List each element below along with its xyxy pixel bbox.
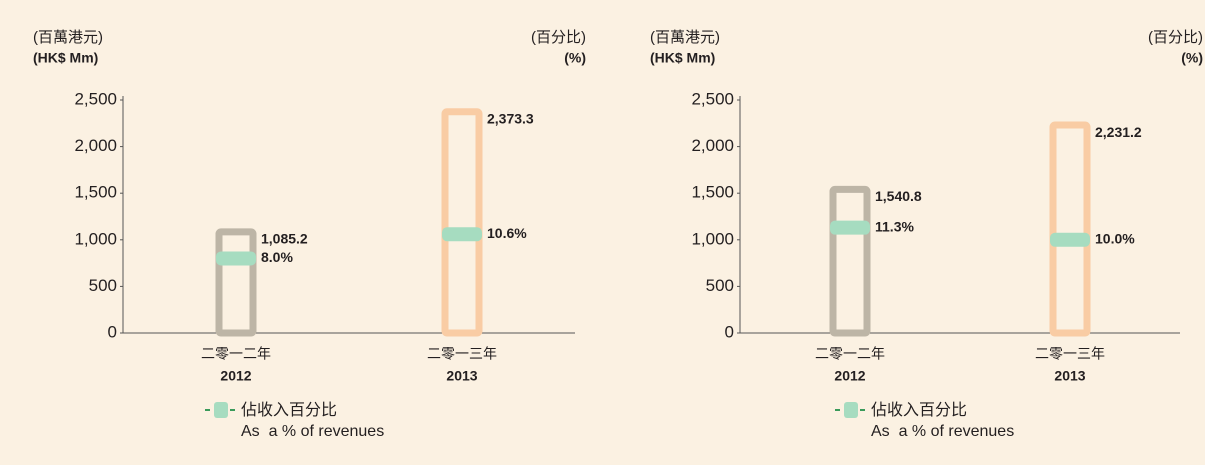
value-label: 8.0% [261,249,293,265]
y-axis-label: (HK$ Mm) [33,50,98,66]
bar [829,185,871,337]
y-tick-label: 500 [706,276,734,295]
bar [215,228,257,337]
x-tick-label: 2013 [446,368,477,384]
value-label: 1,085.2 [261,231,308,247]
legend-label: 佔收入百分比 [241,401,337,419]
value-label: 1,540.8 [875,188,922,204]
y-tick-label: 500 [89,276,117,295]
y-tick-label: 2,000 [691,136,734,155]
x-tick-label: 二零一三年 [427,346,497,362]
legend-label: 佔收入百分比 [871,401,967,419]
y-tick-label: 2,500 [74,89,117,108]
value-label: 11.3% [875,218,914,234]
value-label: 2,231.2 [1095,124,1142,140]
bar [441,108,483,337]
y-tick-label: 0 [108,322,117,341]
y2-axis-label: (%) [564,50,586,66]
y-axis-label: (HK$ Mm) [650,50,715,66]
y2-axis-label: (百分比) [531,29,586,46]
percent-marker [442,227,482,242]
value-label: 2,373.3 [487,111,534,127]
y2-axis-label: (%) [1181,50,1203,66]
y-axis-label: (百萬港元) [33,29,103,46]
percent-marker [830,220,870,235]
y-tick-label: 1,500 [691,183,734,202]
legend-label: As a % of revenues [241,423,384,440]
y-tick-label: 1,000 [74,229,117,248]
y-tick-label: 2,000 [74,136,117,155]
y-tick-label: 1,500 [74,183,117,202]
x-tick-label: 2013 [1054,368,1085,384]
y-tick-label: 1,000 [691,229,734,248]
percent-marker [216,251,256,266]
x-tick-label: 二零一二年 [815,346,885,362]
bar [1049,121,1091,337]
y-tick-label: 2,500 [691,89,734,108]
percent-marker [1050,232,1090,247]
y2-axis-label: (百分比) [1148,29,1203,46]
x-tick-label: 二零一三年 [1035,346,1105,362]
x-tick-label: 2012 [220,368,251,384]
y-axis-label: (百萬港元) [650,29,720,46]
x-tick-label: 二零一二年 [201,346,271,362]
legend-label: As a % of revenues [871,423,1014,440]
legend-swatch [844,402,858,418]
value-label: 10.6% [487,225,527,241]
legend-swatch [214,402,228,418]
x-tick-label: 2012 [834,368,865,384]
y-tick-label: 0 [725,322,734,341]
value-label: 10.0% [1095,231,1135,247]
